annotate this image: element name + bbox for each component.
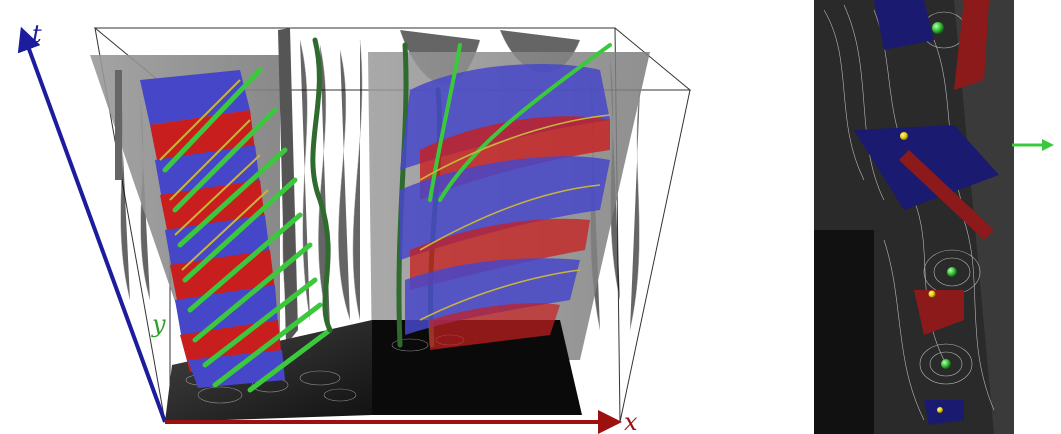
yellow-sphere-mid [900, 132, 908, 140]
x-axis-label: x [624, 408, 638, 434]
space-time-volume-figure: t x y [17, 20, 692, 434]
t-axis [17, 26, 167, 423]
green-sphere-mid [947, 267, 957, 277]
green-sphere-low [941, 359, 951, 369]
closeup-view-figure [814, 0, 1054, 434]
green-sphere-top [932, 22, 944, 34]
green-arrow-icon [1012, 139, 1054, 151]
closeup-lower-dark [814, 230, 874, 434]
yellow-sphere-bottom [937, 407, 943, 413]
y-axis-label: y [151, 310, 166, 338]
left-green-lines [162, 67, 333, 393]
closeup-surfaces [854, 0, 999, 425]
right-green-lines [428, 43, 612, 202]
t-axis-label: t [32, 20, 42, 48]
left-yellow-lines [159, 79, 269, 271]
left-post [115, 70, 122, 180]
closeup-right-shade [954, 0, 1014, 434]
volume-floor-right [372, 320, 582, 415]
right-yellow-lines [419, 114, 611, 321]
yellow-sphere-low [928, 290, 936, 298]
